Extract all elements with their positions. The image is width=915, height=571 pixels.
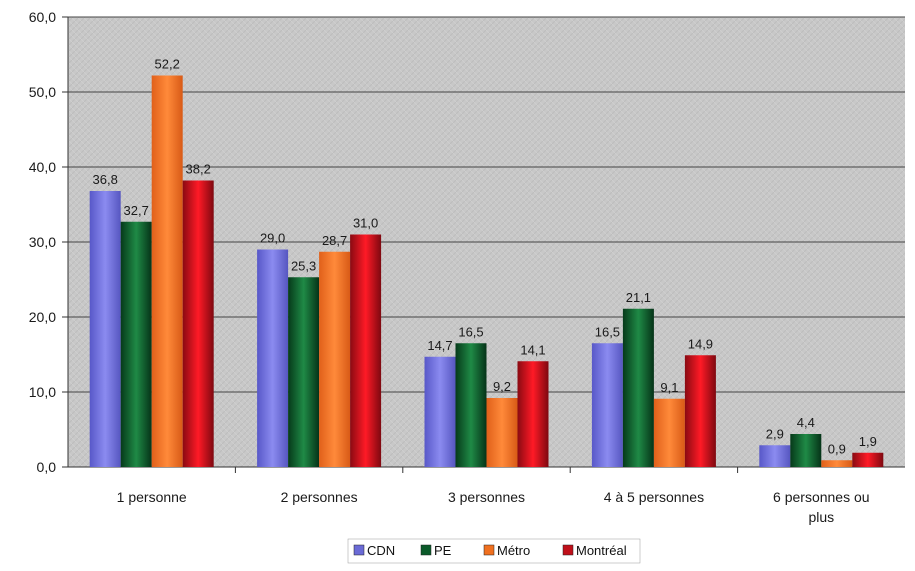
x-category-label: 2 personnes <box>281 489 358 505</box>
data-label: 31,0 <box>353 216 378 231</box>
data-label: 0,9 <box>828 441 846 456</box>
legend-label: Métro <box>497 543 530 558</box>
bar-montr-al <box>684 355 716 467</box>
bar-cdn <box>759 445 791 467</box>
x-category-label: 6 personnes ou <box>773 489 870 505</box>
bar-pe <box>790 434 822 467</box>
bar-pe <box>622 308 654 467</box>
x-category-label: 4 à 5 personnes <box>604 489 704 505</box>
bars <box>89 75 884 467</box>
data-label: 1,9 <box>859 434 877 449</box>
data-label: 29,0 <box>260 231 285 246</box>
bar-m-tro <box>151 75 183 467</box>
data-label: 14,7 <box>427 338 452 353</box>
data-label: 16,5 <box>595 324 620 339</box>
data-label: 14,1 <box>520 342 545 357</box>
data-label: 32,7 <box>124 203 149 218</box>
legend-swatch <box>562 544 574 556</box>
legend-label: CDN <box>367 543 395 558</box>
y-tick-label: 30,0 <box>29 234 56 250</box>
data-label: 28,7 <box>322 233 347 248</box>
x-category-label: 1 personne <box>117 489 187 505</box>
bar-m-tro <box>319 251 351 467</box>
data-label: 25,3 <box>291 258 316 273</box>
bar-montr-al <box>852 452 884 467</box>
legend-label: Montréal <box>576 543 627 558</box>
legend-label: PE <box>434 543 452 558</box>
bar-m-tro <box>486 398 518 467</box>
bar-cdn <box>424 356 456 467</box>
y-tick-label: 50,0 <box>29 84 56 100</box>
bar-pe <box>120 221 152 467</box>
y-tick-label: 20,0 <box>29 309 56 325</box>
y-axis-labels: 0,0 10,0 20,0 30,0 40,0 50,0 60,0 <box>29 9 56 475</box>
data-label: 16,5 <box>458 324 483 339</box>
data-label: 14,9 <box>688 336 713 351</box>
bar-pe <box>288 277 320 467</box>
data-label: 38,2 <box>186 162 211 177</box>
y-tick-label: 60,0 <box>29 9 56 25</box>
legend-swatch <box>483 544 495 556</box>
data-label: 4,4 <box>797 415 815 430</box>
data-label: 21,1 <box>626 290 651 305</box>
data-label: 52,2 <box>155 57 180 72</box>
y-tick-label: 0,0 <box>37 459 57 475</box>
bar-cdn <box>89 191 121 467</box>
data-label: 36,8 <box>93 172 118 187</box>
bar-cdn <box>257 249 289 467</box>
data-label: 9,2 <box>493 379 511 394</box>
data-label: 2,9 <box>766 426 784 441</box>
y-tick-label: 10,0 <box>29 384 56 400</box>
x-axis-labels: 1 personne 2 personnes 3 personnes 4 à 5 pe… <box>117 489 870 525</box>
legend-swatch <box>353 544 365 556</box>
bar-m-tro <box>821 460 853 467</box>
bar-montr-al <box>517 361 549 467</box>
bar-cdn <box>591 343 623 467</box>
x-category-label: plus <box>808 509 834 525</box>
bar-montr-al <box>350 234 382 467</box>
bar-m-tro <box>653 398 685 467</box>
x-category-label: 3 personnes <box>448 489 525 505</box>
bar-pe <box>455 343 487 467</box>
bar-montr-al <box>182 180 214 467</box>
data-labels: 36,8 32,7 52,2 38,2 29,0 25,3 28,7 31,0 14,7 16,5… <box>93 57 877 457</box>
legend: CDN PE Métro Montréal <box>347 538 641 564</box>
legend-swatch <box>420 544 432 556</box>
y-tick-label: 40,0 <box>29 159 56 175</box>
data-label: 9,1 <box>660 380 678 395</box>
